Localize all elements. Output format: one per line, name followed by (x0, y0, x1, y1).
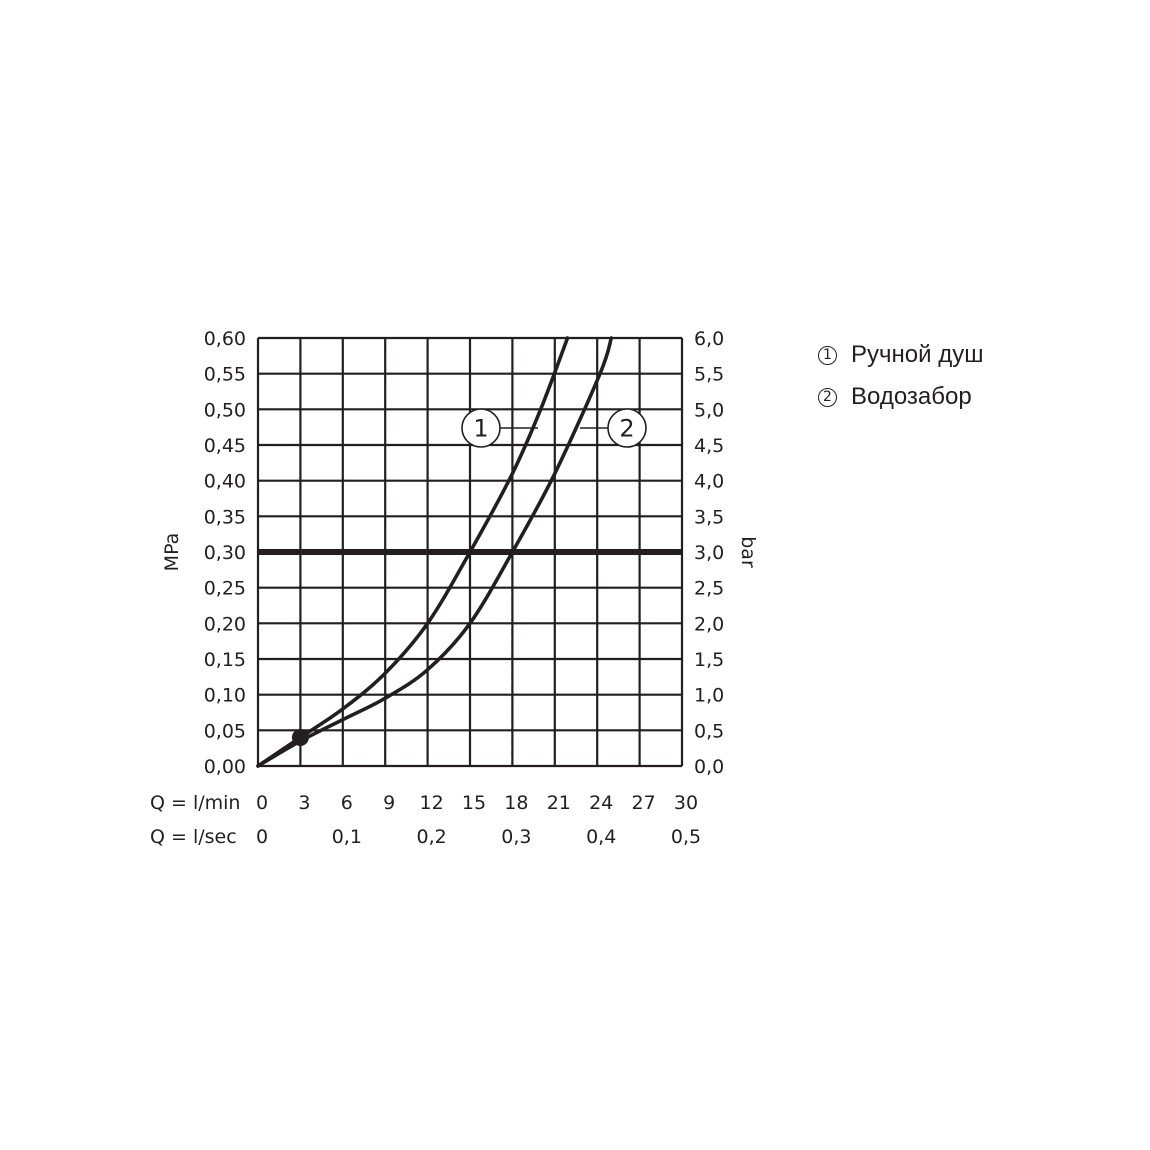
callout-circle-2 (607, 408, 647, 448)
left-tick-label: 0,00 (204, 756, 246, 778)
right-tick-label: 1,0 (694, 685, 724, 707)
right-tick-label: 0,5 (694, 720, 724, 742)
x-tick-label-lsec: 0,5 (671, 826, 701, 848)
x-axis-lmin-label: Q = l/min (150, 792, 240, 814)
x-tick-label-lmin: 24 (589, 792, 613, 814)
left-tick-label: 0,60 (204, 328, 246, 350)
left-tick-label: 0,15 (204, 649, 246, 671)
labels-group: 0,000,050,100,150,200,250,300,350,400,45… (204, 328, 725, 848)
x-tick-label-lmin: 6 (341, 792, 353, 814)
left-axis-label: MPa (161, 533, 183, 572)
left-tick-label: 0,40 (204, 471, 246, 493)
left-tick-label: 0,25 (204, 578, 246, 600)
legend-item-1: 1 Ручной душ (818, 334, 983, 376)
x-tick-label-lmin: 30 (674, 792, 698, 814)
x-tick-label-lmin: 15 (462, 792, 486, 814)
legend: 1 Ручной душ 2 Водозабор (818, 334, 983, 418)
x-tick-label-lmin: 9 (383, 792, 395, 814)
x-tick-label-lmin: 12 (420, 792, 444, 814)
x-tick-label-lsec: 0,1 (332, 826, 362, 848)
x-tick-label-lsec: 0,4 (586, 826, 616, 848)
x-tick-label-lmin: 18 (504, 792, 528, 814)
left-tick-label: 0,50 (204, 399, 246, 421)
legend-label-1: Ручной душ (851, 341, 984, 368)
x-tick-label-lsec: 0,2 (416, 826, 446, 848)
x-tick-label-lsec: 0,3 (501, 826, 531, 848)
legend-item-2: 2 Водозабор (818, 376, 983, 418)
callout-circle-1 (461, 408, 501, 448)
left-tick-label: 0,45 (204, 435, 246, 457)
callout-label-1: 1 (473, 415, 488, 443)
right-tick-label: 3,0 (694, 542, 724, 564)
right-tick-label: 2,5 (694, 578, 724, 600)
x-tick-label-lmin: 3 (298, 792, 310, 814)
right-tick-label: 1,5 (694, 649, 724, 671)
left-tick-label: 0,30 (204, 542, 246, 564)
left-tick-label: 0,35 (204, 506, 246, 528)
x-tick-label-lsec: 0 (256, 826, 268, 848)
left-tick-label: 0,05 (204, 720, 246, 742)
legend-marker-1: 1 (818, 345, 837, 365)
right-tick-label: 6,0 (694, 328, 724, 350)
x-tick-label-lmin: 27 (632, 792, 656, 814)
right-tick-label: 2,0 (694, 613, 724, 635)
callout-label-2: 2 (619, 415, 634, 443)
right-tick-label: 0,0 (694, 756, 724, 778)
legend-marker-2: 2 (818, 387, 837, 407)
minimum-flow-point (291, 728, 309, 746)
right-tick-label: 5,5 (694, 364, 724, 386)
x-tick-label-lmin: 21 (547, 792, 571, 814)
right-tick-label: 5,0 (694, 399, 724, 421)
right-axis-label: bar (737, 536, 759, 568)
left-tick-label: 0,55 (204, 364, 246, 386)
x-axis-lsec-label: Q = l/sec (150, 826, 237, 848)
right-tick-label: 3,5 (694, 506, 724, 528)
right-tick-label: 4,5 (694, 435, 724, 457)
x-tick-label-lmin: 0 (256, 792, 268, 814)
right-tick-label: 4,0 (694, 471, 724, 493)
curve-2 (256, 336, 614, 768)
left-tick-label: 0,10 (204, 685, 246, 707)
legend-label-2: Водозабор (851, 383, 972, 410)
left-tick-label: 0,20 (204, 613, 246, 635)
